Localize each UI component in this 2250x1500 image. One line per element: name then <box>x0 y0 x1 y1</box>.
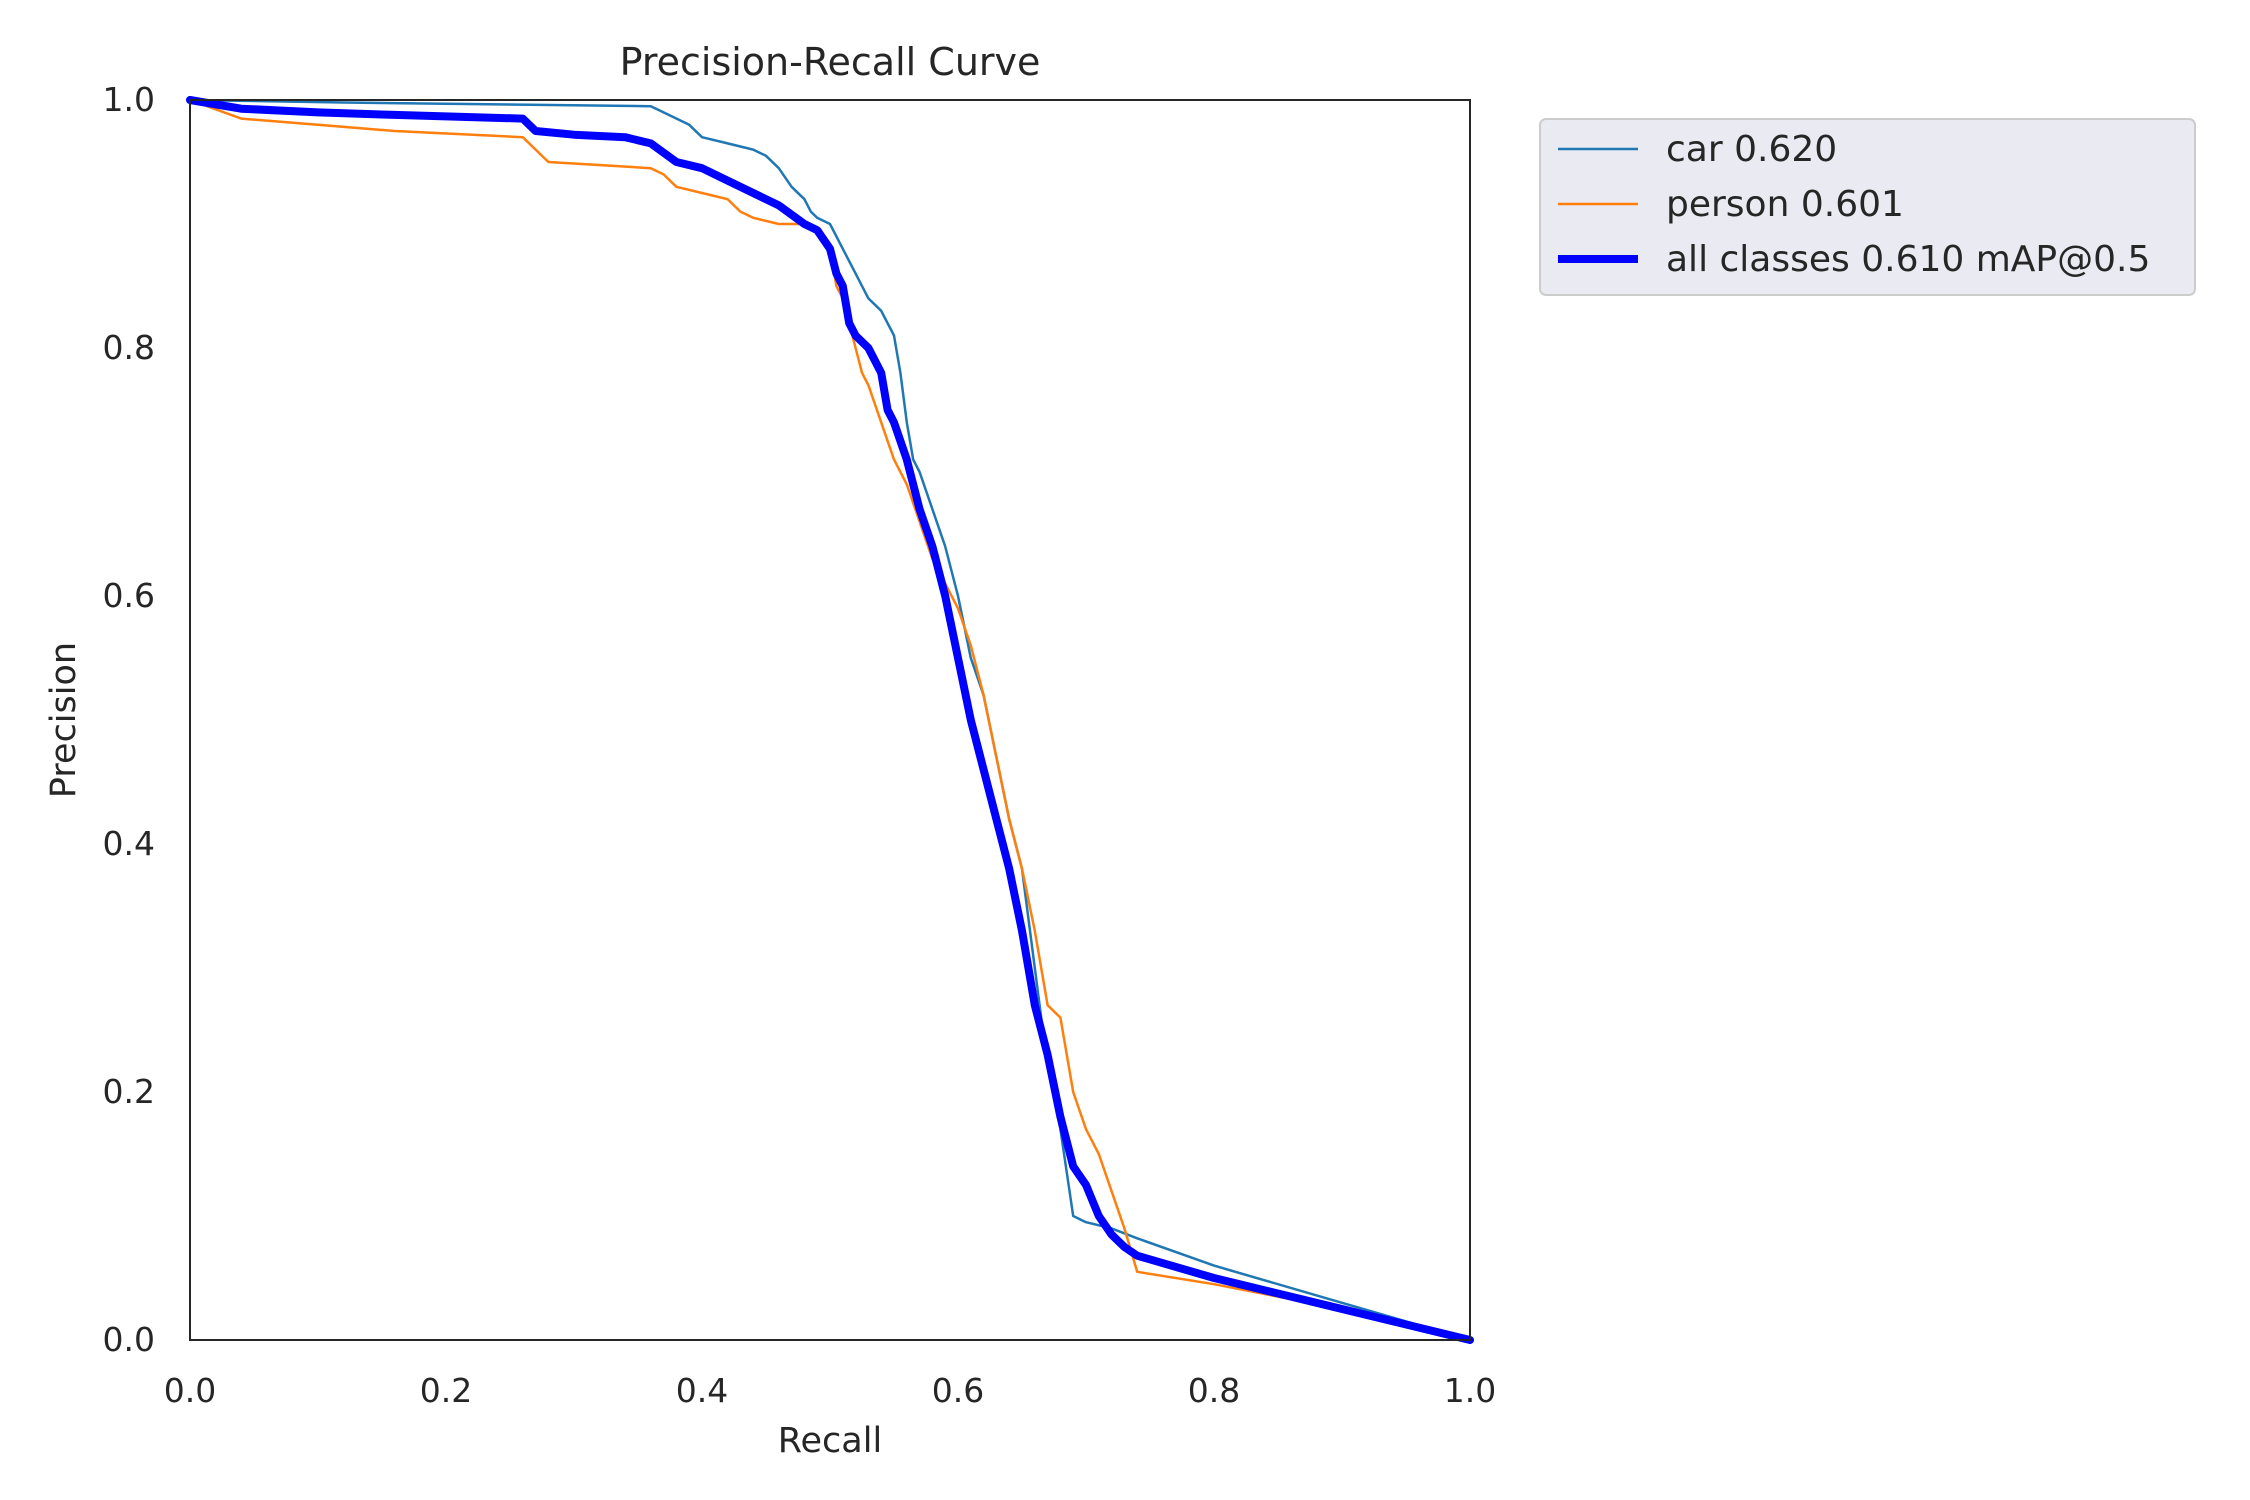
series-line-2 <box>186 96 1474 1344</box>
plot-area <box>190 100 1470 1340</box>
y-axis-ticks: 0.0 0.2 0.4 0.6 0.8 1.0 <box>103 80 155 1359</box>
legend-entry-label: car 0.620 <box>1666 129 1837 170</box>
y-tick-label: 0.0 <box>103 1320 155 1359</box>
chart-title: Precision-Recall Curve <box>620 40 1041 84</box>
x-tick-label: 0.2 <box>420 1371 472 1410</box>
y-tick-label: 0.4 <box>103 824 155 863</box>
x-tick-label: 0.8 <box>1188 1371 1240 1410</box>
legend-entry-label: all classes 0.610 mAP@0.5 <box>1666 239 2150 280</box>
series-line-0 <box>188 98 1472 1342</box>
y-tick-label: 0.8 <box>103 328 155 367</box>
plot-frame <box>189 99 1471 1341</box>
x-tick-label: 0.6 <box>932 1371 984 1410</box>
series-layer <box>186 96 1474 1344</box>
legend: car 0.620 person 0.601 all classes 0.610 m… <box>1539 118 2196 296</box>
x-axis-label: Recall <box>778 1421 882 1461</box>
legend-box <box>1539 118 2196 296</box>
x-tick-label: 0.0 <box>164 1371 216 1410</box>
legend-entry-label: person 0.601 <box>1666 184 1904 225</box>
y-tick-label: 0.2 <box>103 1072 155 1111</box>
x-tick-label: 0.4 <box>676 1371 728 1410</box>
x-axis-ticks: 0.0 0.2 0.4 0.6 0.8 1.0 <box>164 1371 1496 1410</box>
y-tick-label: 1.0 <box>103 80 155 119</box>
x-tick-label: 1.0 <box>1444 1371 1496 1410</box>
series-line-1 <box>188 98 1472 1342</box>
y-axis-label: Precision <box>44 642 84 798</box>
y-tick-label: 0.6 <box>103 576 155 615</box>
